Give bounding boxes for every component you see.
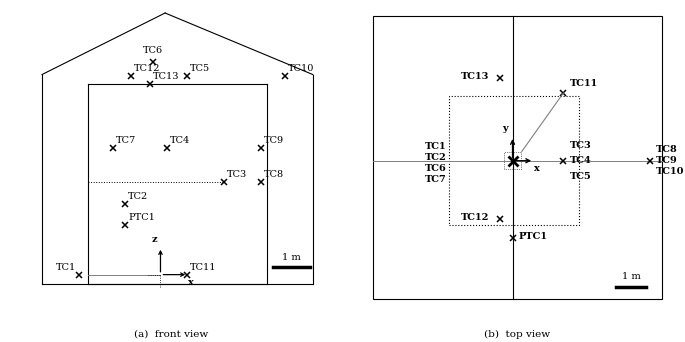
Text: z: z	[152, 235, 158, 244]
Bar	[504, 152, 521, 169]
Text: TC7: TC7	[116, 136, 136, 145]
Text: TC1: TC1	[55, 263, 76, 272]
Text: PTC1: PTC1	[519, 232, 548, 241]
Text: TC9: TC9	[264, 136, 284, 145]
Text: TC6: TC6	[142, 45, 163, 55]
Text: TC12: TC12	[461, 213, 490, 222]
Text: TC4: TC4	[569, 156, 591, 165]
Text: TC2: TC2	[128, 192, 149, 201]
Text: TC5: TC5	[569, 172, 591, 181]
Text: PTC1: PTC1	[128, 213, 155, 222]
Text: TC10: TC10	[288, 64, 314, 73]
Text: TC8
TC9
TC10: TC8 TC9 TC10	[656, 145, 684, 176]
Text: y: y	[502, 124, 508, 133]
Text: (b)  top view: (b) top view	[484, 330, 550, 339]
Text: x: x	[188, 278, 194, 287]
Text: TC8: TC8	[264, 170, 284, 179]
Text: TC12: TC12	[134, 64, 161, 73]
Text: TC11: TC11	[569, 79, 598, 88]
Text: TC11: TC11	[190, 263, 216, 272]
Text: TC1
TC2
TC6
TC7: TC1 TC2 TC6 TC7	[425, 142, 447, 184]
Text: TC4: TC4	[170, 136, 190, 145]
Text: 1 m: 1 m	[622, 272, 640, 281]
Text: TC3: TC3	[227, 170, 247, 179]
Text: 1 m: 1 m	[282, 253, 301, 262]
Text: TC5: TC5	[190, 64, 210, 73]
Bar	[449, 96, 579, 225]
Text: (a)  front view: (a) front view	[134, 330, 208, 339]
Text: TC13: TC13	[153, 72, 179, 81]
Text: x: x	[534, 164, 540, 173]
Text: TC3: TC3	[569, 141, 591, 150]
Text: TC13: TC13	[461, 71, 490, 81]
